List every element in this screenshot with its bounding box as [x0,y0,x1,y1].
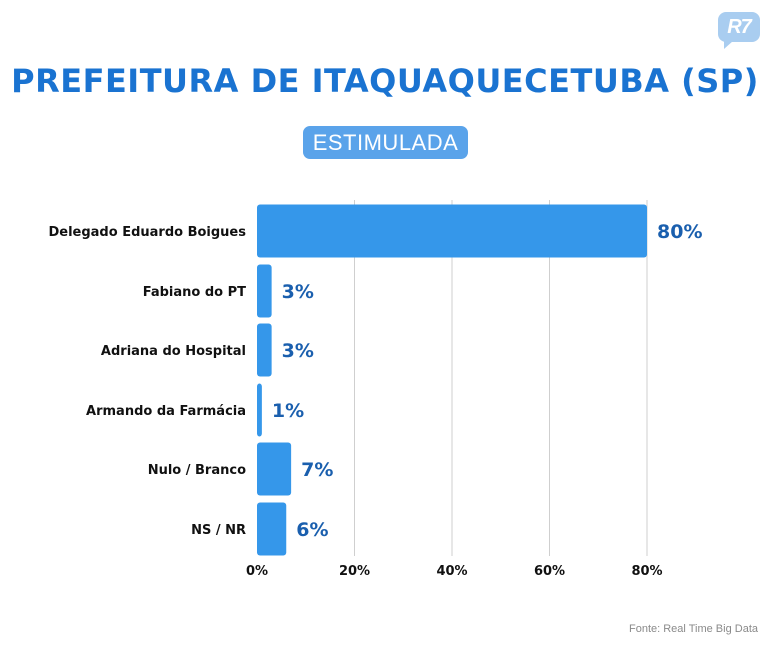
x-tick-label-0: 0% [246,564,268,579]
value-label-0: 80% [657,221,702,243]
bar-chart: Delegado Eduardo Boigues 80% Fabiano do PT… [48,200,702,579]
source-note: Fonte: Real Time Big Data [628,623,758,635]
bar-0 [257,204,647,258]
category-label-3: Armando da Farmácia [86,404,246,419]
x-tick-label-2: 40% [436,564,467,579]
x-tick-label-1: 20% [339,564,370,579]
bar-5 [257,502,287,556]
category-label-5: NS / NR [191,523,246,538]
value-label-3: 1% [272,400,304,422]
value-label-1: 3% [282,281,314,303]
bar-3 [257,383,262,437]
x-tick-label-4: 80% [631,564,662,579]
value-label-4: 7% [301,459,333,481]
bar-1 [257,264,272,318]
category-label-0: Delegado Eduardo Boigues [48,225,246,240]
value-label-2: 3% [282,340,314,362]
chart-title: PREFEITURA DE ITAQUAQUECETUBA (SP) [11,62,759,100]
chart-subtitle-badge: ESTIMULADA [303,126,468,159]
value-label-5: 6% [296,519,328,541]
x-tick-label-3: 60% [534,564,565,579]
bar-2 [257,323,272,377]
category-label-1: Fabiano do PT [143,285,246,300]
category-label-2: Adriana do Hospital [101,344,246,359]
r7-logo: R7 [718,12,760,49]
bar-4 [257,442,292,496]
category-label-4: Nulo / Branco [148,463,246,478]
